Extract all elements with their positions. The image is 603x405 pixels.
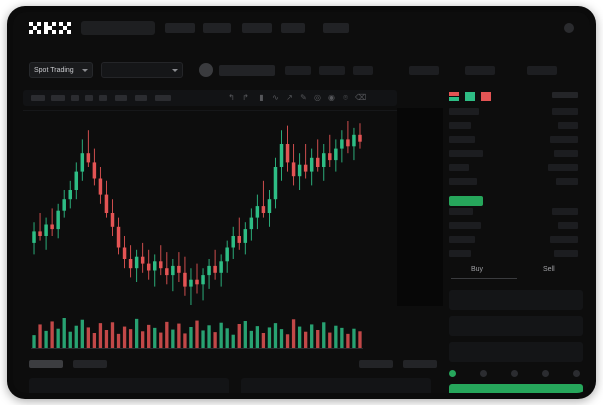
slider-dot-2[interactable] — [511, 370, 518, 377]
coin-avatar-icon — [199, 63, 213, 77]
amount-slider[interactable] — [449, 370, 583, 378]
app-screen: OKX Spot Trading — [13, 12, 590, 393]
orderbook-buy-icon[interactable] — [465, 92, 475, 102]
line-type-icon[interactable]: ∿ — [272, 93, 279, 102]
toolbar-interval-7[interactable] — [135, 95, 147, 101]
eye-icon[interactable]: ◉ — [328, 93, 335, 102]
toolbar-indicator-button[interactable] — [155, 95, 171, 101]
slider-dot-1[interactable] — [480, 370, 487, 377]
toolbar-interval-1[interactable] — [31, 95, 45, 101]
pair-search-select[interactable] — [101, 62, 183, 78]
orderbook-row[interactable] — [449, 108, 479, 115]
orderbook-row[interactable] — [550, 136, 578, 143]
orderbook-spread-highlight — [449, 196, 483, 206]
chevron-down-icon — [172, 68, 178, 72]
market-stat-6 — [527, 66, 557, 75]
orderbook-row[interactable] — [449, 164, 469, 171]
market-stat-5 — [465, 66, 495, 75]
global-search-input[interactable] — [81, 21, 155, 35]
bottom-tab-4[interactable] — [403, 360, 437, 368]
magnet-icon[interactable]: ◎ — [314, 93, 321, 102]
toolbar-interval-6[interactable] — [115, 95, 127, 101]
orderbook-both-icon[interactable] — [449, 92, 459, 102]
toolbar-interval-2[interactable] — [51, 95, 65, 101]
orderbook-sell-icon[interactable] — [481, 92, 491, 102]
order-amount-field[interactable] — [449, 316, 583, 336]
okx-logo-icon[interactable]: OKX — [29, 22, 73, 35]
pair-name-label — [219, 65, 275, 76]
orderbook-row[interactable] — [449, 236, 475, 243]
bottom-tab-3[interactable] — [359, 360, 393, 368]
slider-dot-4[interactable] — [573, 370, 580, 377]
orderbook-row[interactable] — [554, 150, 578, 157]
nav-item-2[interactable] — [203, 23, 231, 33]
trade-mode-select[interactable]: Spot Trading — [29, 62, 93, 78]
bottom-panel-right — [241, 378, 431, 393]
orderbook-row[interactable] — [554, 250, 578, 257]
orderbook-header-label — [552, 92, 578, 98]
avatar[interactable] — [564, 23, 574, 33]
orderbook-view-tabs[interactable] — [449, 92, 491, 102]
trade-mode-label: Spot Trading — [34, 66, 74, 74]
screen-glare-overlay — [397, 108, 443, 306]
orderbook-row[interactable] — [558, 122, 578, 129]
tab-active-underline — [451, 278, 517, 279]
bottom-tab-2[interactable] — [73, 360, 107, 368]
toolbar-interval-5[interactable] — [99, 95, 107, 101]
orderbook-row[interactable] — [449, 150, 483, 157]
orderbook-row[interactable] — [550, 236, 578, 243]
market-stat-3 — [353, 66, 373, 75]
orderbook-row[interactable] — [548, 164, 578, 171]
order-total-field[interactable] — [449, 342, 583, 362]
market-stat-2 — [319, 66, 345, 75]
orderbook-row[interactable] — [449, 250, 471, 257]
market-stat-4 — [409, 66, 439, 75]
bottom-panel-left — [29, 378, 229, 393]
submit-order-button[interactable] — [449, 384, 583, 393]
order-price-field[interactable] — [449, 290, 583, 310]
chart-toolbar[interactable]: ↰ ↱ ▮ ∿ ↗ ✎ ◎ ◉ ⌾ ⌫ — [23, 90, 397, 106]
top-navigation-bar: OKX — [13, 12, 590, 44]
tablet-device-frame: OKX Spot Trading — [7, 6, 596, 399]
orderbook-row[interactable] — [556, 178, 578, 185]
trash-icon[interactable]: ⌫ — [355, 93, 367, 102]
nav-item-1[interactable] — [165, 23, 195, 33]
nav-item-3[interactable] — [242, 23, 272, 33]
tab-sell[interactable]: Sell — [543, 266, 555, 273]
orderbook-row[interactable] — [449, 136, 475, 143]
candle-type-icon[interactable]: ▮ — [259, 93, 264, 102]
nav-item-5[interactable] — [323, 23, 349, 33]
orderbook-row[interactable] — [552, 108, 578, 115]
slider-dot-3[interactable] — [542, 370, 549, 377]
orderbook-row[interactable] — [449, 222, 481, 229]
undo-icon[interactable]: ↰ — [228, 93, 235, 102]
bottom-tab-1[interactable] — [29, 360, 63, 368]
orderbook-row[interactable] — [449, 122, 471, 129]
market-stat-1 — [285, 66, 311, 75]
redo-icon[interactable]: ↱ — [242, 93, 249, 102]
nav-item-4[interactable] — [281, 23, 305, 33]
slider-dot-0[interactable] — [449, 370, 456, 377]
orderbook-row[interactable] — [558, 222, 578, 229]
orderbook-row[interactable] — [449, 178, 477, 185]
tab-buy[interactable]: Buy — [471, 266, 484, 273]
orderbook-row[interactable] — [449, 208, 473, 215]
brush-icon[interactable]: ✎ — [300, 93, 307, 102]
volume-chart — [23, 312, 397, 358]
price-chart[interactable] — [23, 110, 397, 311]
chevron-down-icon — [82, 68, 88, 72]
lock-icon[interactable]: ⌾ — [343, 93, 348, 102]
trade-form-tabs[interactable]: Buy Sell — [443, 266, 590, 284]
trendline-icon[interactable]: ↗ — [286, 93, 293, 102]
orderbook-row[interactable] — [552, 208, 578, 215]
toolbar-interval-4[interactable] — [85, 95, 93, 101]
market-header-bar — [13, 44, 590, 84]
toolbar-interval-3[interactable] — [71, 95, 79, 101]
